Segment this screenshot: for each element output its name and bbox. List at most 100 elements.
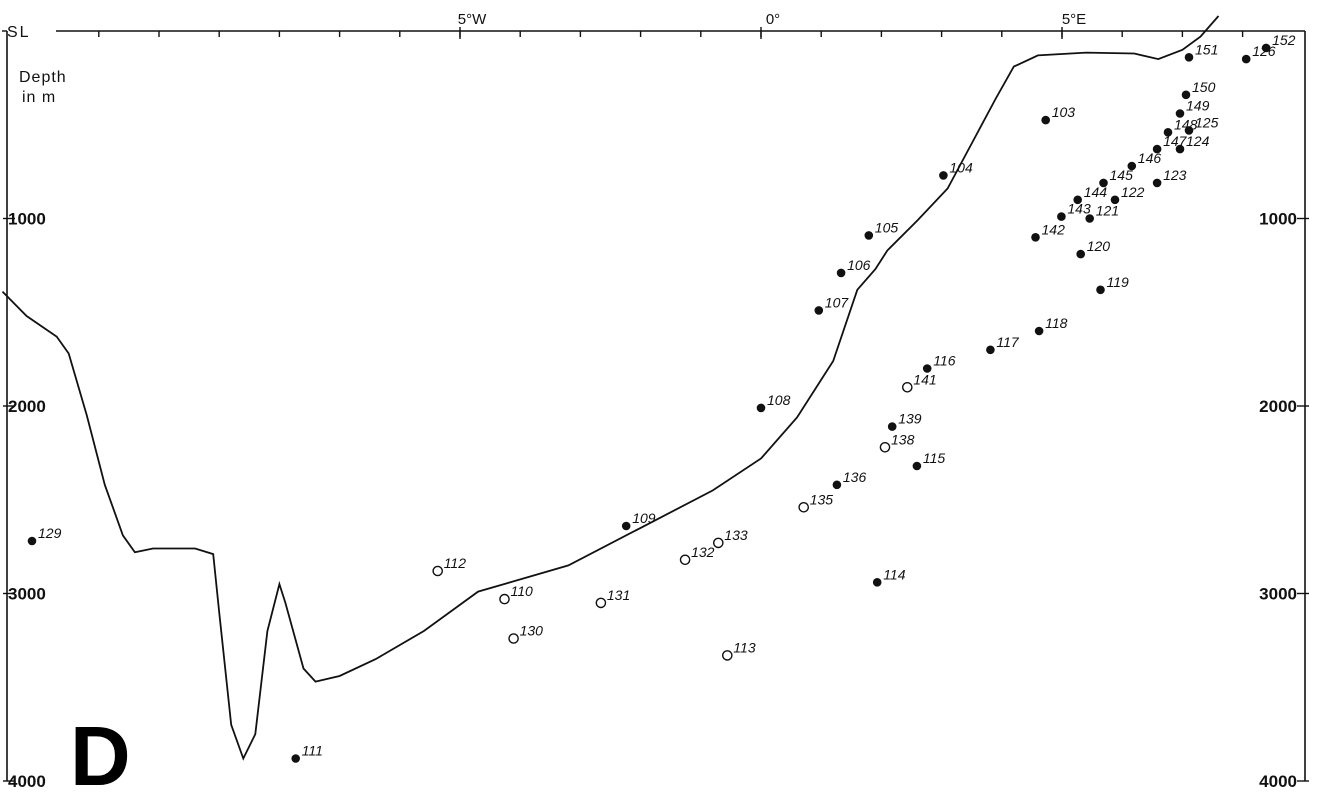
station-marker-121 — [1085, 214, 1094, 223]
station-label-123: 123 — [1163, 167, 1187, 183]
station-label-103: 103 — [1052, 104, 1076, 120]
station-marker-146 — [1127, 161, 1137, 171]
station-marker-132 — [679, 554, 691, 566]
station-label-111: 111 — [302, 743, 323, 759]
x-tick-label-2: 5°E — [1062, 11, 1086, 28]
station-label-114: 114 — [883, 566, 906, 582]
y-tick-label-left-3: 4000 — [8, 772, 46, 791]
station-marker-152 — [1261, 43, 1271, 53]
station-marker-104 — [939, 171, 948, 180]
surface-label: SL — [7, 24, 31, 41]
station-marker-147 — [1152, 144, 1162, 154]
station-label-142: 142 — [1042, 221, 1066, 237]
station-label-122: 122 — [1121, 184, 1145, 200]
station-marker-141 — [902, 381, 913, 393]
station-marker-106 — [836, 268, 846, 278]
station-label-113: 113 — [733, 639, 756, 655]
station-label-143: 143 — [1067, 201, 1091, 217]
station-label-117: 117 — [996, 334, 1020, 350]
station-label-131: 131 — [607, 587, 630, 603]
station-label-145: 145 — [1110, 167, 1134, 183]
y-tick-label-left-0: 1000 — [8, 210, 46, 229]
station-marker-130 — [508, 633, 519, 644]
station-marker-143 — [1057, 212, 1066, 221]
station-label-152: 152 — [1272, 32, 1296, 48]
x-tick-label-1: 0° — [766, 11, 780, 28]
station-label-133: 133 — [724, 527, 748, 543]
station-marker-110 — [499, 593, 510, 605]
station-label-104: 104 — [949, 159, 973, 175]
station-label-105: 105 — [875, 219, 899, 235]
station-label-147: 147 — [1163, 133, 1188, 149]
station-marker-142 — [1031, 233, 1040, 242]
station-marker-138 — [879, 441, 891, 453]
station-label-116: 116 — [933, 353, 956, 369]
y-tick-label-right-2: 3000 — [1259, 585, 1297, 604]
station-label-118: 118 — [1045, 315, 1068, 331]
station-marker-124 — [1175, 144, 1185, 154]
station-label-106: 106 — [847, 257, 871, 273]
station-label-146: 146 — [1138, 150, 1162, 166]
station-label-107: 107 — [825, 294, 850, 310]
station-label-108: 108 — [767, 392, 791, 408]
station-marker-103 — [1041, 115, 1050, 125]
station-marker-125 — [1184, 126, 1194, 135]
panel-letter: D — [70, 709, 131, 797]
station-marker-136 — [832, 480, 842, 490]
station-marker-123 — [1152, 178, 1162, 188]
station-marker-109 — [621, 521, 631, 531]
station-marker-133 — [713, 537, 724, 549]
y-tick-label-left-2: 3000 — [8, 585, 46, 604]
y-axis-title-line1: Depth — [19, 69, 67, 86]
bottom-profile-line — [1, 15, 1220, 761]
station-label-138: 138 — [891, 431, 915, 447]
station-marker-105 — [864, 231, 874, 240]
station-label-119: 119 — [1107, 274, 1130, 290]
station-marker-144 — [1073, 195, 1082, 205]
station-label-144: 144 — [1084, 184, 1108, 200]
y-tick-label-right-3: 4000 — [1259, 772, 1297, 791]
station-label-151: 151 — [1195, 41, 1218, 57]
station-label-149: 149 — [1186, 98, 1210, 114]
station-marker-126 — [1241, 54, 1251, 64]
station-marker-115 — [912, 461, 922, 471]
station-label-125: 125 — [1195, 114, 1219, 130]
station-marker-139 — [887, 422, 897, 431]
station-label-121: 121 — [1096, 203, 1119, 219]
station-marker-108 — [756, 403, 766, 413]
axes-group: 5°W 0° 5°E 1000 1000 2000 2000 3000 3000 4000 4000 — [2, 11, 1309, 791]
station-label-109: 109 — [632, 510, 656, 526]
station-marker-120 — [1076, 249, 1085, 259]
station-label-150: 150 — [1192, 79, 1216, 95]
station-marker-122 — [1110, 195, 1120, 205]
station-marker-149 — [1175, 109, 1185, 118]
station-label-139: 139 — [898, 411, 922, 427]
station-marker-129 — [27, 536, 37, 546]
y-tick-label-left-1: 2000 — [8, 397, 46, 416]
bottom-profile-group — [1, 15, 1220, 761]
station-marker-116 — [922, 364, 932, 373]
station-label-129: 129 — [38, 525, 62, 541]
station-marker-119 — [1096, 285, 1105, 295]
y-tick-label-right-1: 2000 — [1259, 397, 1297, 416]
x-tick-label-0: 5°W — [458, 11, 487, 28]
stations-group: 103 104 105 106 107 108 109 110 111 112 113 114 115 1… — [27, 32, 1296, 763]
y-axis-title-line2: in m — [22, 89, 56, 106]
station-label-112: 112 — [444, 555, 467, 571]
station-marker-114 — [872, 578, 882, 587]
station-label-148: 148 — [1174, 116, 1198, 132]
station-label-136: 136 — [843, 469, 867, 485]
station-marker-111 — [291, 754, 301, 763]
station-label-135: 135 — [810, 491, 834, 507]
station-marker-148 — [1163, 128, 1173, 137]
station-marker-118 — [1034, 326, 1044, 336]
station-marker-145 — [1099, 178, 1108, 188]
station-label-110: 110 — [511, 583, 534, 599]
station-label-124: 124 — [1186, 133, 1210, 149]
station-label-130: 130 — [520, 623, 544, 639]
station-label-141: 141 — [913, 371, 936, 387]
station-marker-113 — [722, 650, 733, 661]
y-tick-label-right-0: 1000 — [1259, 210, 1297, 229]
station-marker-107 — [814, 306, 824, 315]
